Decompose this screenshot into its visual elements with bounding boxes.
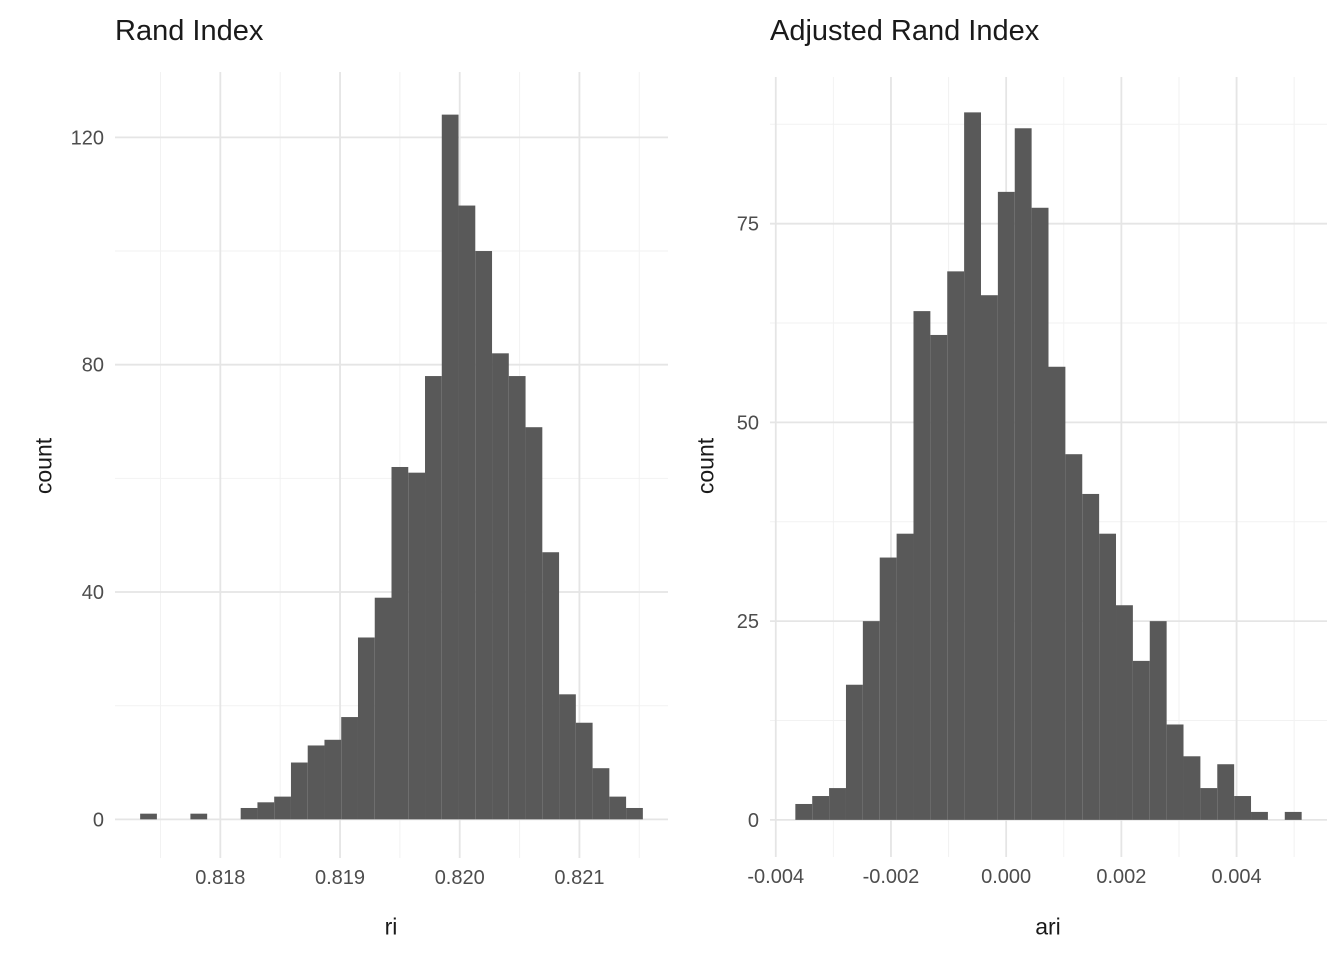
histogram-bar (1149, 621, 1167, 820)
histogram-bar (812, 796, 830, 820)
x-tick-label: 0.000 (981, 866, 1031, 888)
plot-title-rand-index: Rand Index (115, 15, 264, 47)
histogram-bar (1217, 764, 1235, 820)
histogram-bar (862, 621, 880, 820)
histogram-bar (341, 717, 358, 820)
y-tick-label: 40 (82, 582, 104, 604)
histogram-bar (357, 637, 375, 820)
histogram-bar (1014, 128, 1032, 820)
histogram-bar (542, 552, 560, 820)
histogram-bar (1284, 811, 1302, 820)
x-axis-label-ari: ari (1035, 913, 1061, 940)
histogram-bar (829, 788, 846, 820)
histogram-bar (1200, 788, 1218, 820)
histogram-bar (1031, 207, 1049, 820)
histogram-bar (879, 557, 897, 820)
x-tick-label: 0.819 (315, 867, 365, 889)
x-tick-label: -0.004 (747, 866, 804, 888)
histogram-bar (458, 205, 476, 820)
histogram-bar (1251, 811, 1268, 820)
histogram-bar (1116, 605, 1133, 820)
histogram-bar (845, 684, 863, 820)
histogram-bar (795, 803, 813, 820)
histogram-bar (140, 813, 157, 820)
histogram-bar (980, 295, 998, 820)
histogram-bar (930, 334, 948, 820)
histogram-bar (425, 376, 442, 820)
x-tick-label: 0.821 (554, 867, 604, 889)
histogram-bar (525, 427, 543, 820)
y-tick-label: 120 (71, 127, 104, 149)
x-axis-label-ri: ri (384, 913, 398, 940)
histogram-bar (441, 114, 459, 820)
y-tick-label: 0 (93, 809, 104, 831)
histogram-bar (374, 597, 392, 820)
y-tick-label: 80 (82, 355, 104, 377)
histogram-bar (1234, 796, 1252, 820)
y-tick-label: 0 (748, 810, 759, 832)
histogram-bar (257, 802, 275, 820)
x-tick-label: -0.002 (863, 866, 920, 888)
histogram-bar (240, 807, 258, 820)
y-tick-label: 50 (737, 412, 759, 434)
histogram-bar (997, 191, 1015, 820)
histogram-bar (592, 768, 610, 820)
histogram-bar (1048, 366, 1066, 820)
x-tick-label: 0.004 (1212, 866, 1262, 888)
x-tick-label: 0.818 (195, 867, 245, 889)
histogram-bar (391, 466, 409, 820)
histogram-bar (1183, 756, 1201, 820)
histogram-bar (290, 762, 308, 820)
histogram-bar (964, 112, 981, 820)
histogram-bar (575, 722, 593, 820)
y-tick-label: 25 (737, 611, 759, 633)
histogram-bar (307, 745, 325, 820)
histogram-bar (1065, 454, 1083, 820)
histogram-bar (559, 694, 576, 820)
histogram-bar (190, 813, 208, 820)
histogram-bar (896, 533, 914, 820)
y-tick-label: 75 (737, 214, 759, 236)
histogram-bar (1099, 533, 1117, 820)
plot-title-adjusted-rand-index: Adjusted Rand Index (770, 15, 1040, 47)
histogram-bar (408, 472, 426, 820)
histogram-bar (947, 271, 965, 820)
x-tick-label: 0.820 (435, 867, 485, 889)
histogram-bar (1082, 493, 1100, 820)
histogram-bar (508, 376, 526, 820)
histogram-bar (475, 251, 493, 820)
histogram-bar (274, 796, 291, 820)
histogram-bar (913, 311, 931, 820)
histogram-bar (1132, 660, 1150, 820)
histogram-bar (626, 807, 643, 820)
histogram-bar (324, 739, 342, 820)
histogram-bar (609, 796, 627, 820)
histogram-bar (1166, 724, 1184, 820)
histogram-bar (492, 353, 509, 820)
x-tick-label: 0.002 (1096, 866, 1146, 888)
